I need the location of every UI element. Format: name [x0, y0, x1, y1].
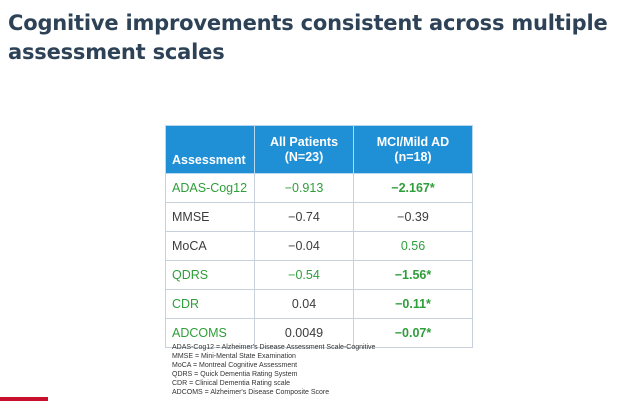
row-all-patients-value: 0.04: [254, 289, 354, 319]
footnote: ADAS-Cog12 = Alzheimer's Disease Assessm…: [172, 344, 376, 351]
abbreviation-footnotes: ADAS-Cog12 = Alzheimer's Disease Assessm…: [172, 343, 472, 397]
row-assessment: CDR: [165, 289, 255, 319]
row-assessment: QDRS: [165, 260, 255, 290]
row-mci-value: −0.11*: [353, 289, 473, 319]
table-row-cdr: CDR 0.04 −0.11*: [165, 289, 473, 319]
footnote: MMSE = Mini-Mental State Examination: [172, 353, 296, 360]
table-row-mmse: MMSE −0.74 −0.39: [165, 202, 473, 232]
row-mci-value: −0.07*: [353, 318, 473, 348]
table-row-moca: MoCA −0.04 0.56: [165, 231, 473, 261]
table-row-adas-cog12: ADAS-Cog12 −0.913 −2.167*: [165, 173, 473, 203]
footnote: MoCA = Montreal Cognitive Assessment: [172, 362, 298, 369]
header-assessment: Assessment: [165, 125, 255, 174]
footnote: QDRS = Quick Dementia Rating System: [172, 371, 298, 378]
row-assessment: MoCA: [165, 231, 255, 261]
table-row-qdrs: QDRS −0.54 −1.56*: [165, 260, 473, 290]
header-all-patients: All Patients (N=23): [254, 125, 354, 174]
row-mci-value: −2.167*: [353, 173, 473, 203]
row-assessment: MMSE: [165, 202, 255, 232]
row-mci-value: 0.56: [353, 231, 473, 261]
row-all-patients-value: −0.913: [254, 173, 354, 203]
row-all-patients-value: −0.74: [254, 202, 354, 232]
table-header-row: Assessment All Patients (N=23) MCI/Mild …: [165, 125, 473, 174]
accent-bar: [0, 397, 48, 401]
row-mci-value: −1.56*: [353, 260, 473, 290]
row-assessment: ADCOMS: [165, 318, 255, 348]
row-assessment: ADAS-Cog12: [165, 173, 255, 203]
header-mci-mild-ad: MCI/Mild AD (n=18): [353, 125, 473, 174]
footnote: CDR = Clinical Dementia Rating scale: [172, 380, 291, 387]
header-all-patients-label: All Patients (N=23): [269, 134, 339, 164]
slide-title: Cognitive improvements consistent across…: [8, 11, 608, 64]
assessment-table: Assessment All Patients (N=23) MCI/Mild …: [165, 125, 473, 348]
row-all-patients-value: −0.54: [254, 260, 354, 290]
row-all-patients-value: −0.04: [254, 231, 354, 261]
header-mci-mild-ad-label: MCI/Mild AD (n=18): [376, 134, 450, 164]
row-mci-value: −0.39: [353, 202, 473, 232]
table-row-adcoms: ADCOMS 0.0049 −0.07*: [165, 318, 473, 348]
footnote: ADCOMS = Alzheimer's Disease Composite S…: [172, 389, 330, 396]
